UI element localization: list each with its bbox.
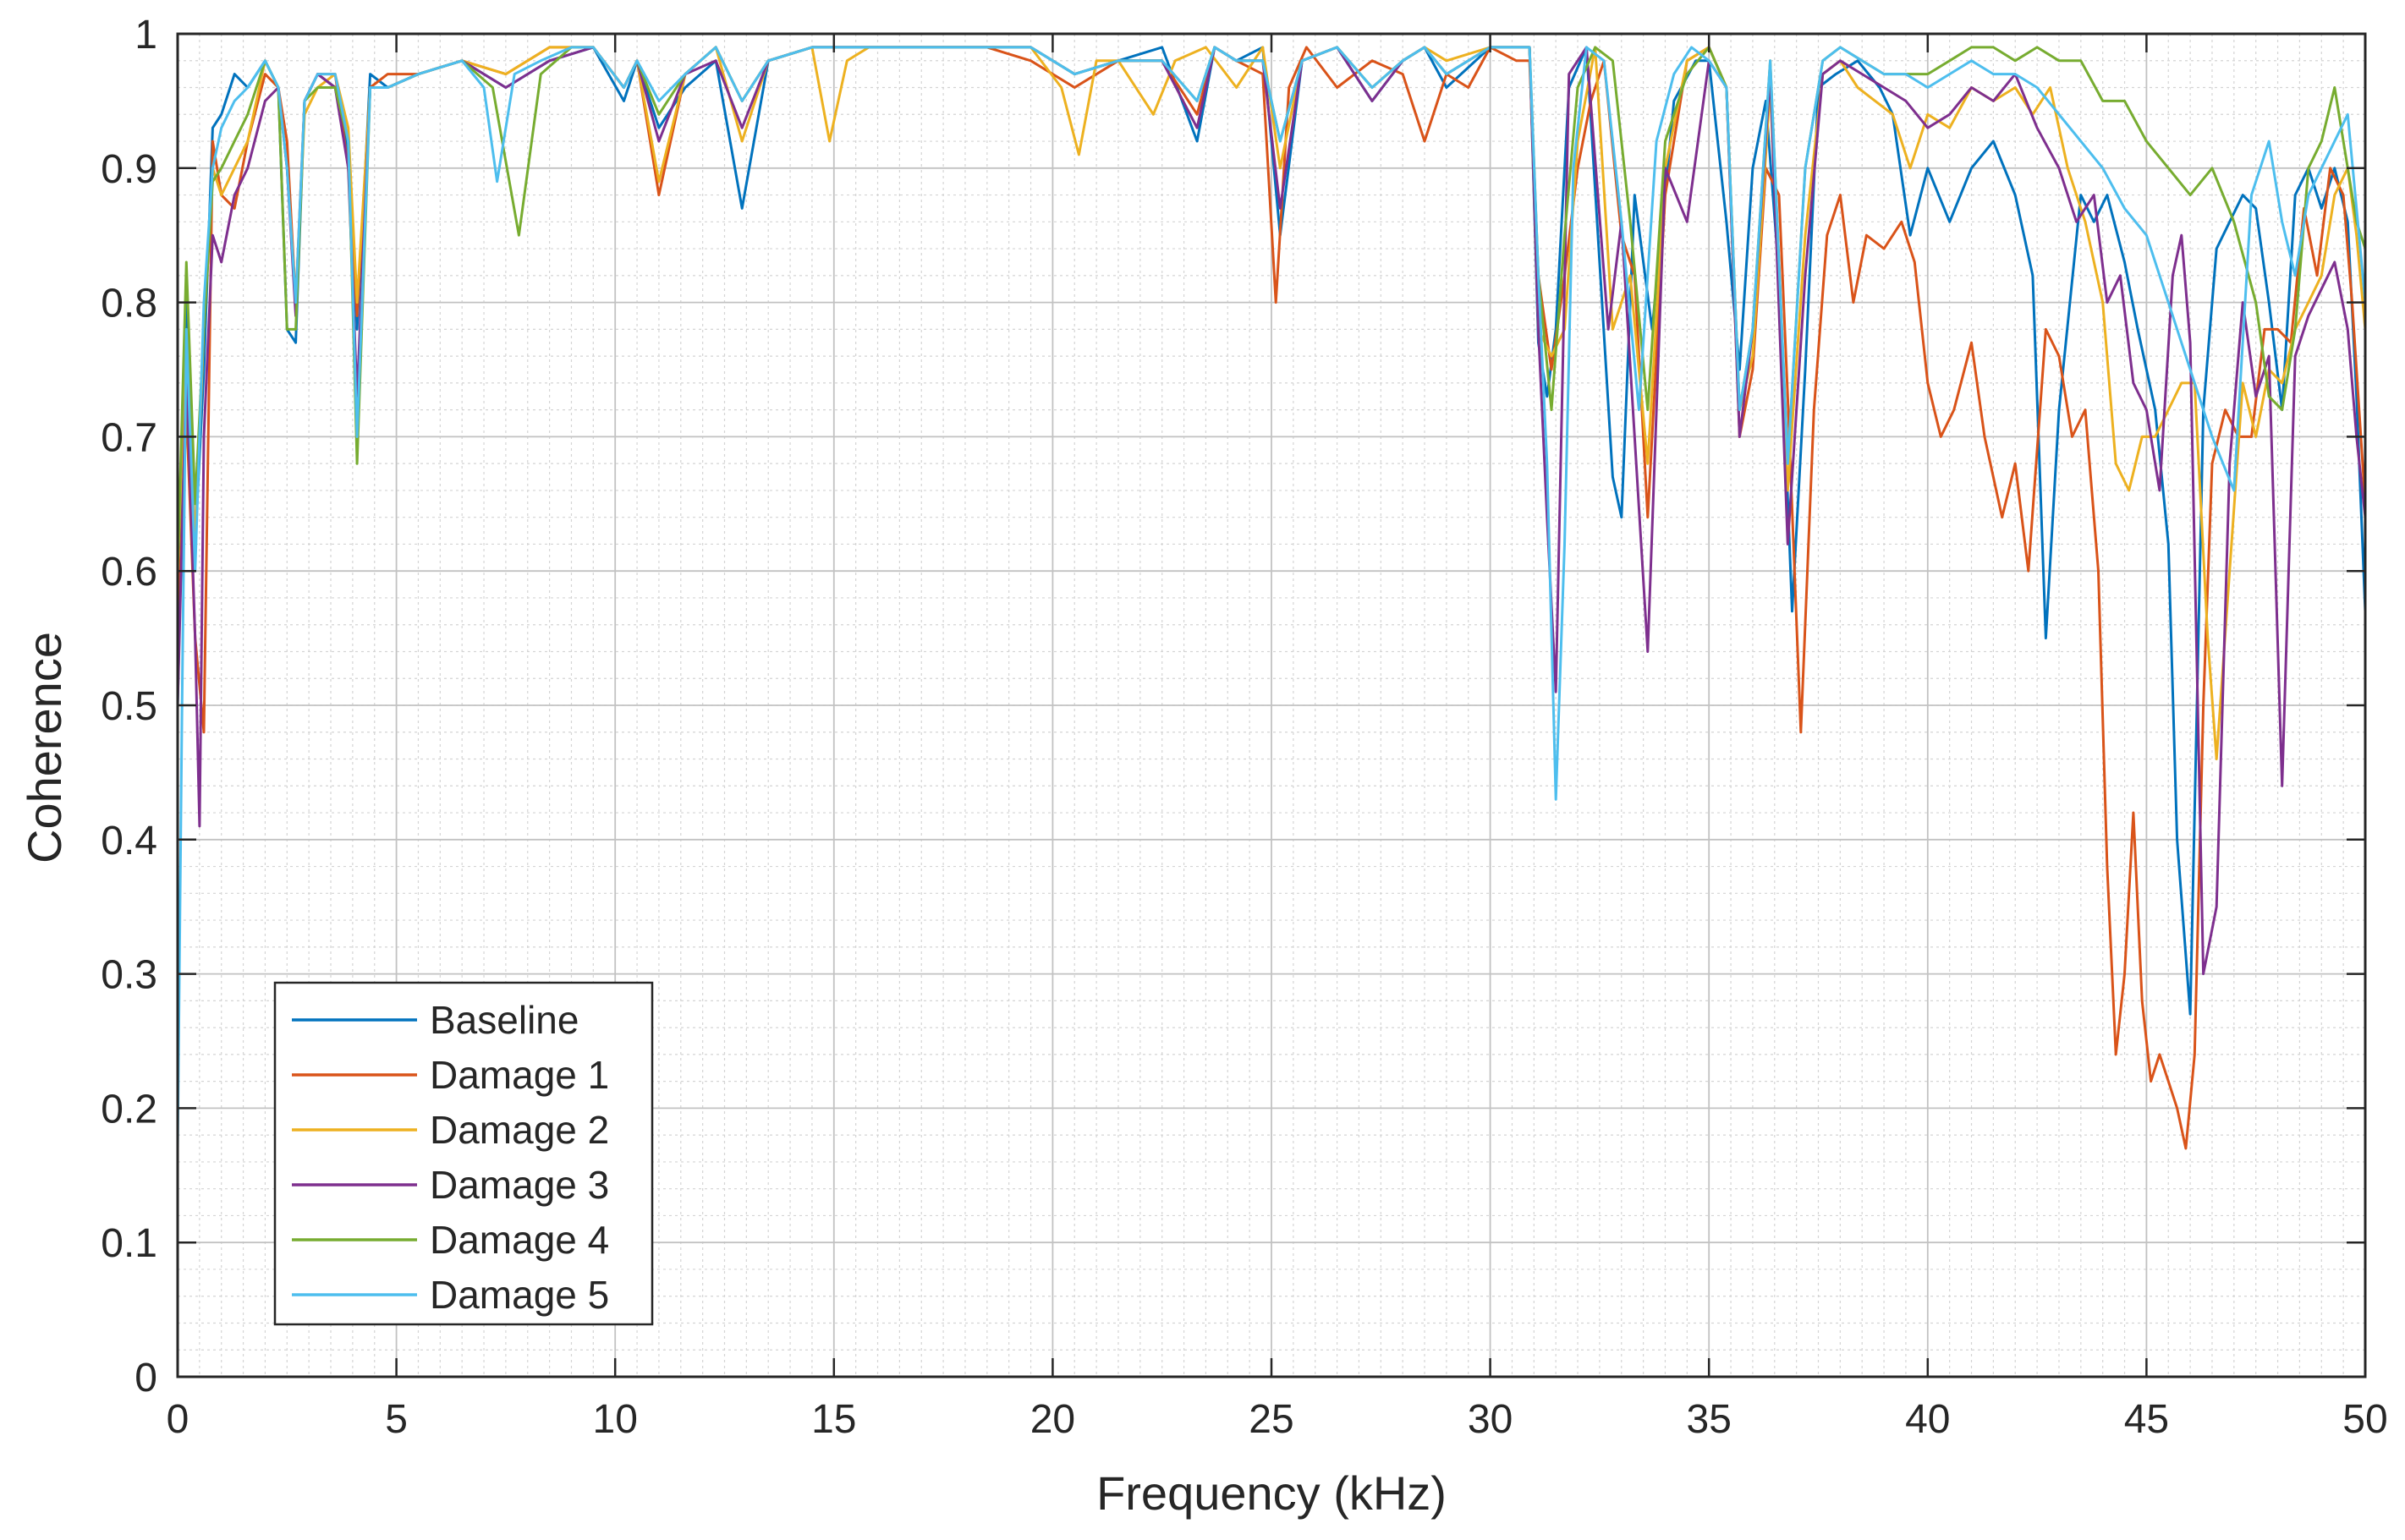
y-tick-labels: 0 0.1 0.2 0.3 0.4 0.5 0.6 0.7 0.8 0.9 1: [101, 13, 157, 1400]
legend-label: Damage 2: [430, 1108, 609, 1152]
legend-entries: Baseline Damage 1 Damage 2 Damage 3 Damage 4…: [292, 998, 609, 1317]
legend-entry: Damage 1: [292, 1053, 609, 1097]
x-axis-label: Frequency (kHz): [1096, 1466, 1447, 1520]
legend-entry: Damage 5: [292, 1273, 609, 1317]
x-tick-label: 45: [2124, 1397, 2169, 1442]
y-tick-label: 0.3: [101, 953, 157, 998]
x-tick-label: 5: [385, 1397, 408, 1442]
x-tick-label: 50: [2342, 1397, 2387, 1442]
x-tick-label: 0: [167, 1397, 189, 1442]
y-tick-label: 0.4: [101, 819, 157, 863]
legend-label: Damage 5: [430, 1273, 609, 1317]
legend-label: Damage 3: [430, 1163, 609, 1207]
x-tick-label: 20: [1030, 1397, 1075, 1442]
legend-label: Baseline: [430, 998, 579, 1042]
legend-entry: Damage 4: [292, 1218, 609, 1262]
x-tick-label: 40: [1905, 1397, 1950, 1442]
x-tick-label: 10: [593, 1397, 638, 1442]
legend-entry: Damage 3: [292, 1163, 609, 1207]
y-tick-label: 0: [135, 1356, 157, 1400]
x-tick-label: 35: [1687, 1397, 1732, 1442]
x-tick-label: 30: [1468, 1397, 1513, 1442]
x-tick-label: 25: [1249, 1397, 1293, 1442]
x-tick-label: 15: [811, 1397, 856, 1442]
axis-ticks: [176, 32, 2367, 1378]
y-tick-label: 0.5: [101, 684, 157, 729]
y-tick-label: 0.6: [101, 550, 157, 595]
y-tick-label: 0.1: [101, 1221, 157, 1266]
legend-label: Damage 1: [430, 1053, 609, 1097]
y-tick-label: 0.9: [101, 147, 157, 192]
legend-entry: Damage 2: [292, 1108, 609, 1152]
series-line-damage-5: [176, 46, 2367, 1149]
legend: Baseline Damage 1 Damage 2 Damage 3 Damage 4…: [273, 981, 654, 1326]
y-tick-label: 1: [135, 13, 157, 58]
y-tick-label: 0.7: [101, 415, 157, 460]
y-axis-label: Coherence: [18, 632, 71, 863]
legend-box: [273, 981, 654, 1326]
y-tick-label: 0.2: [101, 1087, 157, 1132]
y-tick-label: 0.8: [101, 282, 157, 326]
legend-label: Damage 4: [430, 1218, 609, 1262]
x-tick-labels: 0 5 10 15 20 25 30 35 40 45 50: [167, 1397, 2388, 1442]
legend-entry: Baseline: [292, 998, 579, 1042]
